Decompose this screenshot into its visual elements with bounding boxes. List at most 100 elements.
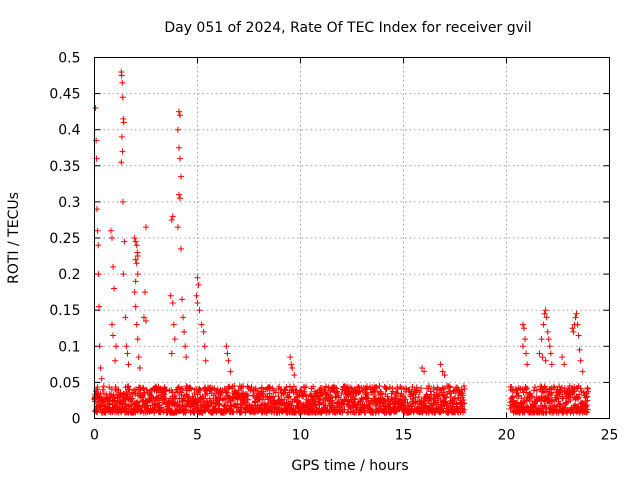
data-point bbox=[397, 383, 404, 390]
data-point bbox=[547, 350, 554, 357]
chart-title: Day 051 of 2024, Rate Of TEC Index for r… bbox=[164, 20, 531, 36]
data-point bbox=[174, 384, 181, 391]
data-point bbox=[262, 402, 269, 409]
data-point bbox=[181, 328, 188, 335]
data-point bbox=[143, 386, 150, 393]
data-point bbox=[201, 343, 208, 350]
data-point bbox=[132, 278, 139, 285]
data-point bbox=[519, 321, 526, 328]
data-point bbox=[133, 321, 140, 328]
data-point bbox=[106, 397, 113, 404]
data-point bbox=[207, 399, 214, 406]
data-point bbox=[545, 336, 552, 343]
data-point bbox=[574, 321, 581, 328]
data-point bbox=[224, 389, 231, 396]
data-point bbox=[179, 296, 186, 303]
y-tick-label: 0 bbox=[72, 412, 81, 428]
data-point bbox=[174, 224, 181, 231]
data-point bbox=[120, 271, 127, 278]
data-point bbox=[180, 314, 187, 321]
data-point bbox=[508, 384, 515, 391]
data-point bbox=[227, 368, 234, 375]
data-point bbox=[95, 271, 102, 278]
data-point bbox=[106, 391, 113, 398]
data-point bbox=[143, 224, 149, 231]
x-tick-label: 5 bbox=[193, 428, 202, 444]
data-point bbox=[109, 321, 116, 328]
y-tick-label: 0.35 bbox=[49, 159, 80, 175]
data-point bbox=[531, 384, 538, 391]
data-point bbox=[567, 396, 574, 403]
data-point bbox=[425, 383, 432, 390]
data-point bbox=[443, 401, 450, 408]
data-point bbox=[575, 332, 582, 339]
data-point bbox=[376, 383, 383, 390]
data-point bbox=[118, 72, 125, 79]
data-point bbox=[315, 395, 322, 402]
data-point bbox=[178, 245, 185, 252]
data-point bbox=[125, 383, 132, 390]
data-point bbox=[461, 400, 468, 407]
data-point bbox=[168, 216, 175, 223]
y-tick-label: 0.2 bbox=[58, 267, 80, 283]
data-point bbox=[384, 393, 391, 400]
data-point bbox=[583, 401, 590, 408]
data-point bbox=[135, 354, 142, 361]
data-point bbox=[224, 350, 231, 357]
x-axis-label: GPS time / hours bbox=[291, 458, 408, 474]
data-point bbox=[528, 393, 535, 400]
data-point bbox=[446, 384, 453, 391]
data-point bbox=[523, 385, 530, 392]
data-point bbox=[427, 388, 434, 395]
data-point bbox=[100, 383, 107, 390]
data-point bbox=[298, 388, 305, 395]
data-point bbox=[461, 406, 468, 413]
data-point bbox=[182, 343, 189, 350]
data-point bbox=[373, 384, 380, 391]
data-point bbox=[134, 271, 141, 278]
data-point bbox=[113, 343, 120, 350]
y-tick-label: 0.45 bbox=[49, 87, 80, 103]
data-point bbox=[539, 354, 546, 361]
data-point bbox=[359, 387, 366, 394]
data-point bbox=[542, 307, 549, 314]
data-point bbox=[178, 173, 185, 180]
data-point bbox=[416, 389, 423, 396]
data-point bbox=[287, 354, 294, 361]
data-point bbox=[99, 386, 106, 393]
data-point bbox=[297, 400, 304, 407]
data-point bbox=[389, 388, 396, 395]
data-point bbox=[377, 402, 384, 409]
data-point bbox=[168, 350, 175, 357]
data-point bbox=[223, 343, 230, 350]
data-point bbox=[179, 386, 186, 393]
data-point bbox=[348, 385, 355, 392]
data-point bbox=[109, 235, 116, 241]
data-point bbox=[571, 384, 578, 391]
y-tick-label: 0.1 bbox=[58, 339, 80, 355]
data-point bbox=[183, 354, 190, 361]
data-point bbox=[561, 361, 568, 368]
data-point bbox=[266, 384, 273, 391]
data-point bbox=[132, 238, 139, 245]
data-point bbox=[576, 391, 583, 398]
data-point bbox=[134, 253, 141, 260]
data-point bbox=[111, 285, 118, 292]
data-point bbox=[394, 386, 401, 393]
data-point bbox=[431, 400, 438, 407]
data-point bbox=[118, 133, 125, 140]
data-point bbox=[198, 321, 205, 328]
data-point bbox=[335, 392, 342, 399]
data-point bbox=[584, 397, 591, 404]
data-point bbox=[579, 368, 586, 375]
y-tick-labels: 0 0.05 0.1 0.15 0.2 0.25 0.3 0.35 0.4 0.45 0.5 bbox=[49, 51, 80, 428]
data-point bbox=[297, 387, 304, 394]
data-point bbox=[584, 406, 591, 413]
data-point bbox=[194, 274, 201, 281]
data-point bbox=[124, 350, 131, 357]
data-point bbox=[174, 126, 181, 133]
data-point bbox=[461, 385, 468, 392]
data-point bbox=[126, 386, 133, 393]
data-point bbox=[289, 364, 296, 371]
